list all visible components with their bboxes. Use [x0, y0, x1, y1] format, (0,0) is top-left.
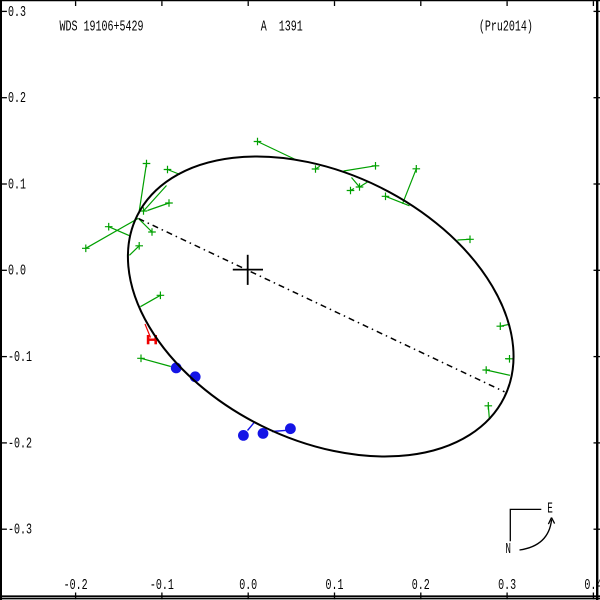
- svg-text:-0.3: -0.3: [8, 522, 32, 539]
- svg-text:-0.1: -0.1: [150, 577, 174, 594]
- svg-text:E: E: [547, 501, 553, 518]
- svg-text:0.2: 0.2: [8, 90, 26, 107]
- svg-text:0.4: 0.4: [584, 577, 600, 594]
- svg-text:0.0: 0.0: [239, 577, 257, 594]
- svg-text:A 1391: A 1391: [261, 18, 303, 35]
- svg-text:0.1: 0.1: [8, 176, 26, 193]
- svg-text:-0.2: -0.2: [8, 435, 32, 452]
- svg-text:0.1: 0.1: [326, 577, 344, 594]
- svg-text:N: N: [505, 541, 511, 558]
- svg-text:(Pru2014): (Pru2014): [479, 18, 533, 35]
- svg-text:0.3: 0.3: [8, 4, 26, 21]
- svg-text:WDS 19106+5429: WDS 19106+5429: [60, 18, 144, 35]
- svg-text:-0.2: -0.2: [64, 577, 88, 594]
- svg-text:0.3: 0.3: [498, 577, 516, 594]
- svg-text:0.2: 0.2: [412, 577, 430, 594]
- svg-text:0.0: 0.0: [8, 263, 26, 280]
- svg-text:-0.1: -0.1: [8, 349, 32, 366]
